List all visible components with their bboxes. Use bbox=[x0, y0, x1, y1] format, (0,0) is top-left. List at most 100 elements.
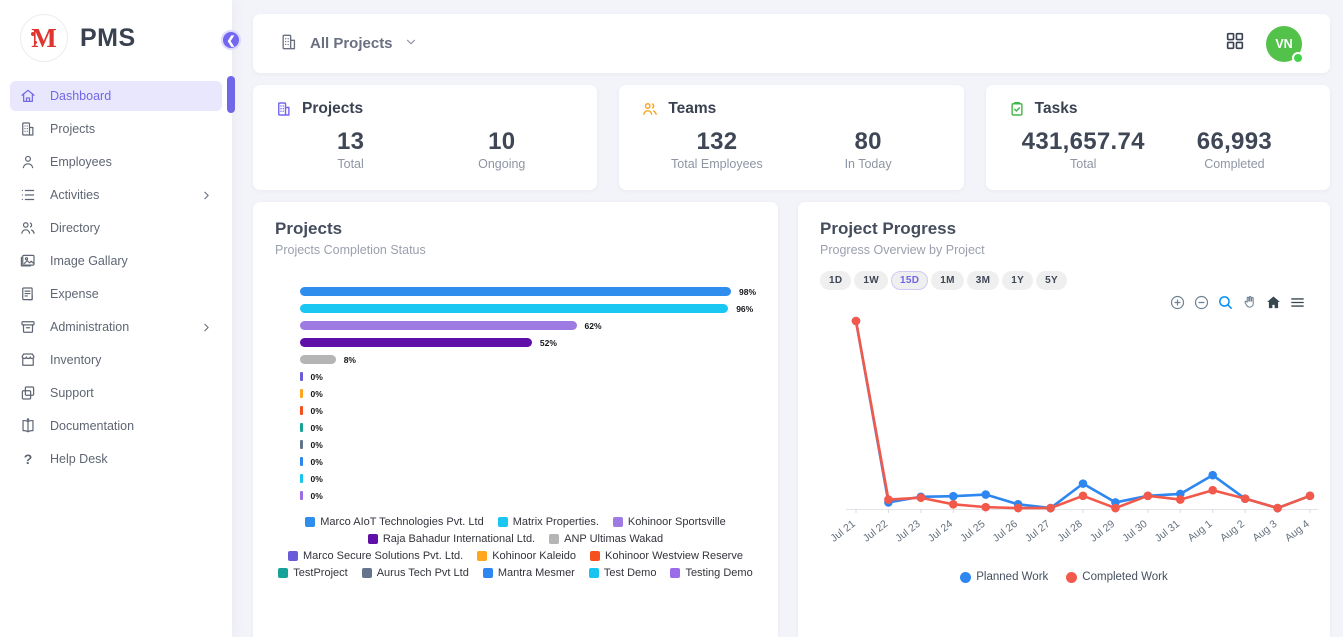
range-button-1w[interactable]: 1W bbox=[854, 271, 888, 290]
completion-bar[interactable] bbox=[300, 372, 303, 381]
pan-icon[interactable] bbox=[1241, 294, 1258, 311]
completion-bar[interactable] bbox=[300, 440, 303, 449]
sidebar-item-help-desk[interactable]: ? Help Desk bbox=[10, 444, 222, 474]
sidebar-item-inventory[interactable]: Inventory bbox=[10, 345, 222, 375]
legend-item[interactable]: Aurus Tech Pvt Ltd bbox=[361, 567, 469, 579]
legend-item[interactable]: Raja Bahadur International Ltd. bbox=[367, 533, 535, 545]
range-button-1y[interactable]: 1Y bbox=[1002, 271, 1034, 290]
data-point[interactable] bbox=[916, 493, 926, 503]
data-point[interactable] bbox=[1175, 495, 1185, 504]
sidebar-item-activities[interactable]: Activities bbox=[10, 180, 222, 210]
selection-zoom-icon[interactable] bbox=[1217, 294, 1234, 311]
completion-bar[interactable] bbox=[300, 355, 336, 364]
x-axis-label: Jul 31 bbox=[1153, 518, 1183, 545]
legend-item[interactable]: Marco Secure Solutions Pvt. Ltd. bbox=[288, 550, 463, 562]
legend-swatch bbox=[588, 568, 599, 578]
legend-item[interactable]: Kohinoor Sportsville bbox=[612, 516, 726, 528]
data-point[interactable] bbox=[1143, 491, 1153, 501]
completion-bar[interactable] bbox=[300, 491, 303, 500]
completion-bar[interactable] bbox=[300, 406, 303, 415]
range-button-3m[interactable]: 3M bbox=[966, 271, 1000, 290]
legend-swatch bbox=[670, 568, 681, 578]
legend-item[interactable]: Matrix Properties. bbox=[497, 516, 599, 528]
project-filter-dropdown[interactable]: All Projects bbox=[279, 32, 418, 56]
bar-value-label: 62% bbox=[584, 320, 602, 331]
completion-bar-row: 0% bbox=[300, 491, 756, 501]
data-point[interactable] bbox=[1111, 503, 1120, 513]
range-button-1m[interactable]: 1M bbox=[931, 271, 964, 290]
legend-item[interactable]: Test Demo bbox=[588, 567, 656, 579]
data-point[interactable] bbox=[1305, 491, 1315, 501]
legend-item[interactable]: Planned Work bbox=[960, 571, 1048, 583]
sidebar-item-label: Help Desk bbox=[50, 452, 108, 466]
sidebar-item-label: Activities bbox=[50, 188, 100, 202]
user-avatar[interactable]: VN bbox=[1266, 25, 1304, 64]
completion-bar[interactable] bbox=[300, 304, 729, 313]
apps-grid-icon[interactable] bbox=[1224, 30, 1246, 57]
time-range-buttons: 1D 1W 15D 1M 3M 1Y 5Y bbox=[820, 271, 1308, 290]
completion-bar-row: 0% bbox=[300, 372, 756, 382]
sidebar-item-expense[interactable]: Expense bbox=[10, 279, 222, 309]
sidebar-item-support[interactable]: Support bbox=[10, 378, 222, 408]
zoom-in-icon[interactable] bbox=[1169, 294, 1186, 311]
data-point[interactable] bbox=[1046, 503, 1055, 513]
sidebar-item-label: Directory bbox=[50, 221, 101, 235]
range-button-5y[interactable]: 5Y bbox=[1036, 271, 1067, 290]
x-axis-label: Aug 1 bbox=[1186, 518, 1215, 544]
legend-item[interactable]: Kohinoor Kaleido bbox=[477, 550, 576, 562]
zoom-out-icon[interactable] bbox=[1193, 294, 1210, 311]
completion-bar[interactable] bbox=[300, 474, 303, 483]
stat-card-projects: Projects 13 Total 10 Ongoing bbox=[253, 85, 598, 190]
legend-item[interactable]: Completed Work bbox=[1066, 571, 1168, 583]
data-point[interactable] bbox=[1013, 503, 1023, 513]
data-point[interactable] bbox=[1078, 491, 1088, 501]
progress-line-chart: Jul 21 Jul 22 Jul 23 Jul 24 Jul 25 Jul 26 Jul … bbox=[824, 296, 1318, 569]
completion-bar[interactable] bbox=[300, 287, 731, 296]
completion-bar[interactable] bbox=[300, 423, 303, 432]
store-icon bbox=[19, 351, 37, 369]
legend-item[interactable]: Testing Demo bbox=[670, 567, 753, 579]
sidebar-item-directory[interactable]: Directory bbox=[10, 213, 222, 243]
range-button-15d[interactable]: 15D bbox=[891, 271, 929, 290]
bar-value-label: 0% bbox=[310, 473, 323, 484]
completion-bar-row: 0% bbox=[300, 423, 756, 433]
legend-item[interactable]: Marco AIoT Technologies Pvt. Ltd bbox=[305, 516, 484, 528]
data-point[interactable] bbox=[1240, 494, 1250, 503]
building-icon bbox=[19, 120, 37, 138]
data-point[interactable] bbox=[981, 490, 991, 499]
legend-item[interactable]: Kohinoor Westview Reserve bbox=[590, 550, 743, 562]
completion-bar[interactable] bbox=[300, 338, 532, 347]
legend-item[interactable]: ANP Ultimas Wakad bbox=[549, 533, 663, 545]
completion-bar[interactable] bbox=[300, 389, 303, 398]
data-point[interactable] bbox=[981, 502, 991, 512]
data-point[interactable] bbox=[1078, 479, 1088, 488]
data-point[interactable] bbox=[1208, 485, 1218, 495]
chevron-down-icon bbox=[404, 35, 418, 53]
completion-bar-row: 0% bbox=[300, 406, 756, 416]
data-point[interactable] bbox=[948, 491, 958, 501]
completion-bar[interactable] bbox=[300, 321, 577, 330]
legend-swatch bbox=[482, 568, 493, 578]
legend-label: Completed Work bbox=[1082, 571, 1168, 583]
sidebar-item-administration[interactable]: Administration bbox=[10, 312, 222, 342]
sidebar-item-employees[interactable]: Employees bbox=[10, 147, 222, 177]
data-point[interactable] bbox=[851, 316, 861, 326]
completion-bar[interactable] bbox=[300, 457, 303, 466]
menu-icon[interactable] bbox=[1289, 294, 1306, 311]
legend-item[interactable]: Mantra Mesmer bbox=[482, 567, 575, 579]
x-axis-label: Aug 3 bbox=[1250, 518, 1279, 544]
chevron-right-icon bbox=[200, 321, 213, 334]
sidebar-collapse-button[interactable]: ❮ bbox=[221, 30, 241, 50]
range-button-1d[interactable]: 1D bbox=[820, 271, 852, 290]
sidebar-item-image-gallary[interactable]: Image Gallary bbox=[10, 246, 222, 276]
data-point[interactable] bbox=[1208, 470, 1218, 480]
data-point[interactable] bbox=[1273, 503, 1282, 513]
data-point[interactable] bbox=[948, 500, 958, 509]
completion-bar-row: 52% bbox=[300, 338, 756, 348]
sidebar-item-projects[interactable]: Projects bbox=[10, 114, 222, 144]
data-point[interactable] bbox=[884, 495, 893, 504]
sidebar-item-dashboard[interactable]: Dashboard bbox=[10, 81, 222, 111]
legend-item[interactable]: TestProject bbox=[278, 567, 348, 579]
home-icon[interactable] bbox=[1265, 294, 1282, 311]
sidebar-item-documentation[interactable]: Documentation bbox=[10, 411, 222, 441]
